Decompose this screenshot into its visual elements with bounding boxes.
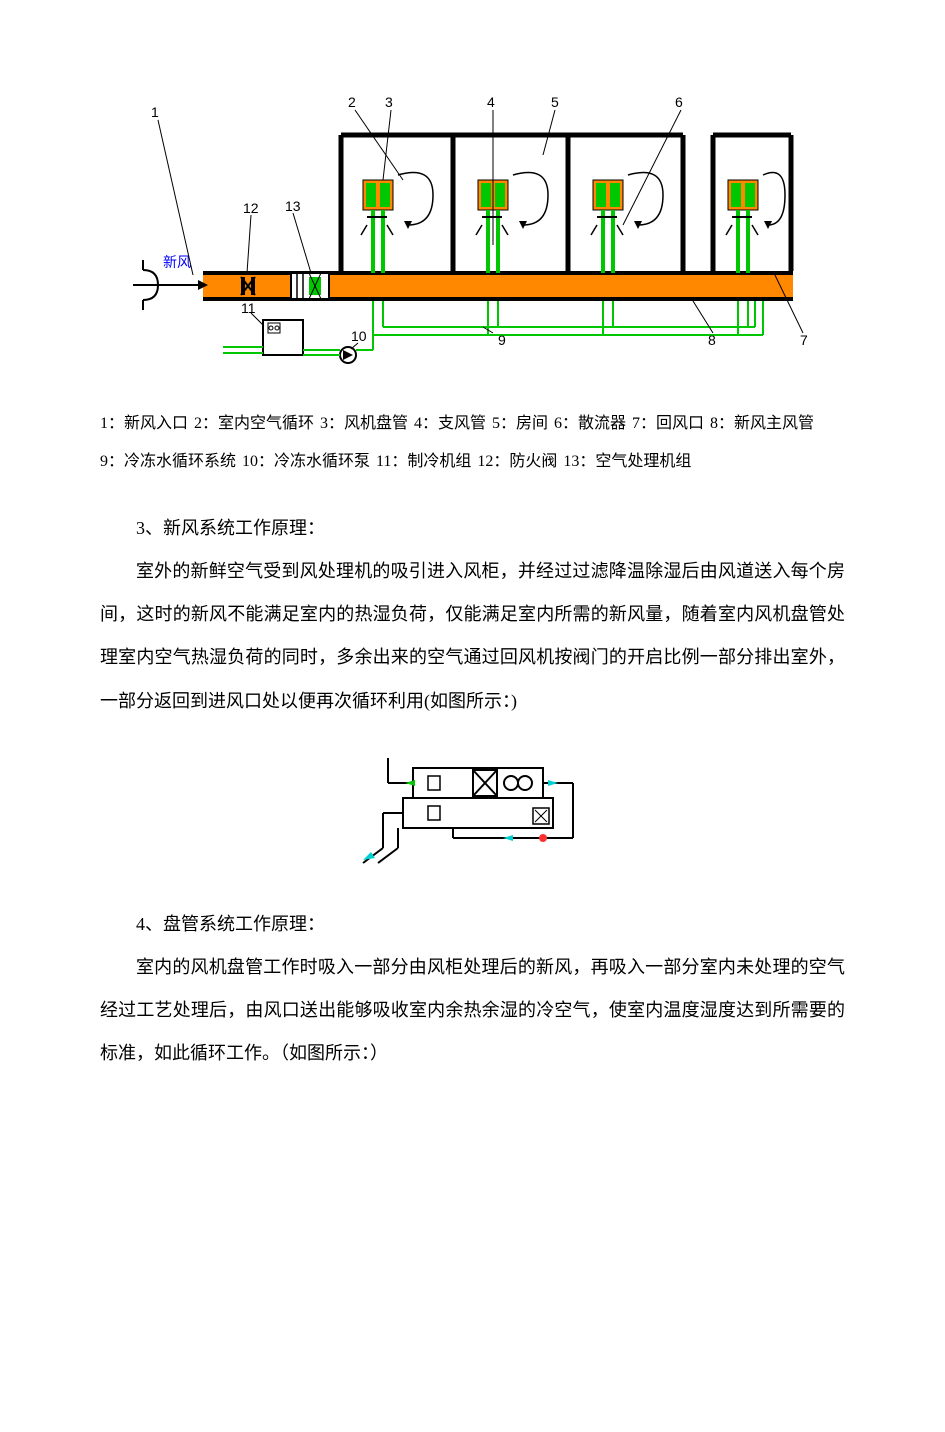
arrow-green-1 [405, 780, 415, 786]
section4-title: 4、盘管系统工作原理： [0, 903, 945, 946]
callout-line-13 [293, 213, 311, 273]
ahu-diagram [353, 738, 593, 878]
arrow-cyan-1 [548, 780, 558, 786]
callout-7: 7 [800, 332, 808, 348]
arrow-cyan-3 [363, 852, 375, 860]
callout-9: 9 [498, 332, 506, 348]
callout-3: 3 [385, 95, 393, 110]
callout-11: 11 [241, 300, 256, 316]
callout-line-8 [693, 301, 713, 333]
hvac-svg: 新风 [123, 95, 823, 375]
fresh-air-text: 新风 [163, 255, 191, 271]
callout-4: 4 [487, 95, 495, 110]
ahu-bottom [403, 798, 553, 828]
room-1 [341, 135, 453, 273]
callout-line-6 [623, 110, 681, 225]
callout-5: 5 [551, 95, 559, 110]
callout-2: 2 [348, 95, 356, 110]
circ-arrow-1 [398, 173, 433, 226]
branch-1b [381, 210, 385, 273]
chiller [263, 320, 303, 355]
room-3 [568, 135, 683, 273]
callout-12: 12 [243, 200, 259, 216]
callout-line-1 [158, 120, 193, 275]
section3-body: 室外的新鲜空气受到风处理机的吸引进入风柜，并经过过滤降温除湿后由风道送入每个房间… [0, 550, 945, 723]
hvac-diagram: 新风 [123, 95, 823, 375]
diagram-legend: 1：新风入口 2：室内空气循环 3：风机盘管 4：支风管 5：房间 6：散流器 … [0, 405, 945, 482]
callout-1: 1 [151, 104, 159, 120]
callout-line-2 [355, 110, 403, 180]
callout-6: 6 [675, 95, 683, 110]
callout-13: 13 [285, 198, 301, 214]
callout-10: 10 [351, 328, 367, 344]
section4-body: 室内的风机盘管工作时吸入一部分由风柜处理后的新风，再吸入一部分室内未处理的空气经… [0, 946, 945, 1076]
ahu-svg [353, 738, 593, 878]
room-2 [453, 135, 568, 273]
room-4 [713, 135, 791, 273]
dot-red [539, 834, 547, 842]
callout-line-3 [383, 110, 391, 180]
arrow-cyan-2 [503, 835, 513, 841]
callout-8: 8 [708, 332, 716, 348]
section3-title: 3、新风系统工作原理： [0, 507, 945, 550]
branch-1a [371, 210, 375, 273]
callout-line-12 [247, 215, 251, 273]
